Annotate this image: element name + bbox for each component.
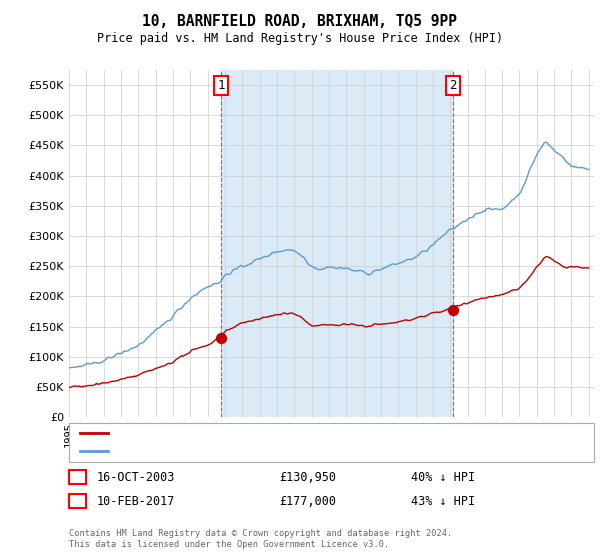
Text: 1: 1 <box>74 470 81 484</box>
Point <box>448 306 457 315</box>
Text: 1: 1 <box>217 79 225 92</box>
Text: 10, BARNFIELD ROAD, BRIXHAM, TQ5 9PP (detached house): 10, BARNFIELD ROAD, BRIXHAM, TQ5 9PP (de… <box>114 428 445 438</box>
Bar <box>221 70 452 417</box>
Text: 2: 2 <box>74 494 81 508</box>
Text: Contains HM Land Registry data © Crown copyright and database right 2024.
This d: Contains HM Land Registry data © Crown c… <box>69 529 452 549</box>
Text: 10, BARNFIELD ROAD, BRIXHAM, TQ5 9PP: 10, BARNFIELD ROAD, BRIXHAM, TQ5 9PP <box>143 14 458 29</box>
Text: £130,950: £130,950 <box>279 470 336 484</box>
Text: 2: 2 <box>449 79 457 92</box>
Text: 16-OCT-2003: 16-OCT-2003 <box>97 470 175 484</box>
Text: 10-FEB-2017: 10-FEB-2017 <box>97 494 175 508</box>
Text: Price paid vs. HM Land Registry's House Price Index (HPI): Price paid vs. HM Land Registry's House … <box>97 32 503 45</box>
Text: 40% ↓ HPI: 40% ↓ HPI <box>411 470 475 484</box>
Text: £177,000: £177,000 <box>279 494 336 508</box>
Text: 43% ↓ HPI: 43% ↓ HPI <box>411 494 475 508</box>
Point <box>216 334 226 343</box>
Text: HPI: Average price, detached house, Torbay: HPI: Average price, detached house, Torb… <box>114 446 377 456</box>
